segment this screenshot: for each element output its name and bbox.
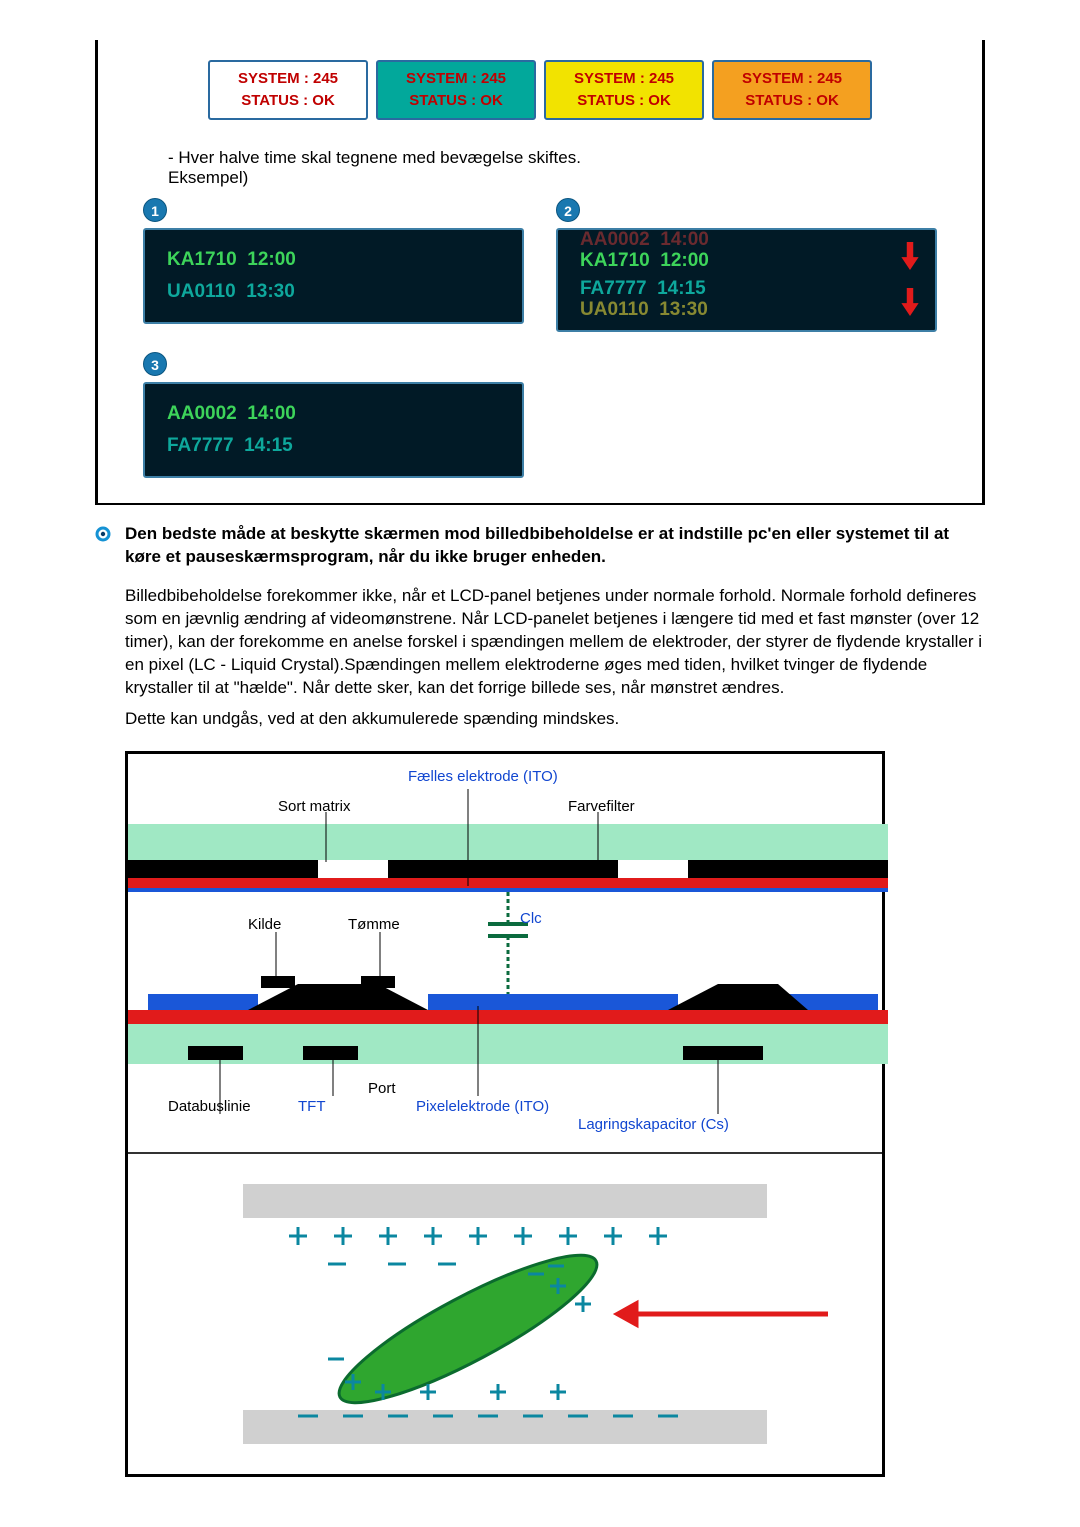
status-line: STATUS : OK	[386, 90, 526, 112]
lcd-svg	[128, 754, 888, 1154]
paragraph-1: Billedbibeholdelse forekommer ikke, når …	[125, 585, 985, 700]
scroll-down-icon	[899, 288, 921, 316]
example-caption: - Hver halve time skal tegnene med bevæg…	[168, 148, 937, 188]
bullet-text: Den bedste måde at beskytte skærmen mod …	[125, 523, 985, 569]
status-line: SYSTEM : 245	[554, 68, 694, 90]
label-data-bus: Databuslinie	[168, 1098, 251, 1115]
label-common-electrode: Fælles elektrode (ITO)	[408, 768, 558, 785]
status-block-3: SYSTEM : 245 STATUS : OK	[544, 60, 704, 120]
status-line: SYSTEM : 245	[722, 68, 862, 90]
label-tft: TFT	[298, 1098, 326, 1115]
scroll-stack: AA0002 14:00 KA1710 12:00 FA7777 14:15 U…	[580, 228, 875, 330]
flight-line-cut: UA0110 13:30	[580, 296, 875, 324]
caption-line: Eksempel)	[168, 168, 937, 188]
example-1-panel: KA1710 12:00 UA0110 13:30	[143, 228, 524, 325]
badge-1: 1	[143, 198, 167, 222]
flight-line: UA0110 13:30	[167, 276, 500, 308]
diagram-container: Fælles elektrode (ITO) Sort matrix Farve…	[125, 751, 885, 1477]
top-examples-panel: SYSTEM : 245 STATUS : OK SYSTEM : 245 ST…	[95, 40, 985, 505]
flight-line-cut: AA0002 14:00	[580, 228, 875, 254]
status-block-2: SYSTEM : 245 STATUS : OK	[376, 60, 536, 120]
flight-line: FA7777 14:15	[167, 430, 500, 462]
status-line: STATUS : OK	[218, 90, 358, 112]
status-line: SYSTEM : 245	[386, 68, 526, 90]
badge-2: 2	[556, 198, 580, 222]
status-line: STATUS : OK	[554, 90, 694, 112]
bullet-icon	[95, 526, 111, 542]
label-drain: Tømme	[348, 916, 400, 933]
capacitor-svg	[128, 1154, 888, 1474]
example-3: 3 AA0002 14:00 FA7777 14:15	[143, 352, 524, 479]
status-line: SYSTEM : 245	[218, 68, 358, 90]
label-storage-cap: Lagringskapacitor (Cs)	[578, 1116, 729, 1133]
label-black-matrix: Sort matrix	[278, 798, 351, 815]
caption-line: - Hver halve time skal tegnene med bevæg…	[168, 148, 937, 168]
flight-line: AA0002 14:00	[167, 398, 500, 430]
examples-grid: 1 KA1710 12:00 UA0110 13:30 2 AA0002 14:…	[143, 198, 937, 479]
capacitor-diagram	[128, 1154, 882, 1474]
badge-3: 3	[143, 352, 167, 376]
status-row: SYSTEM : 245 STATUS : OK SYSTEM : 245 ST…	[143, 60, 937, 120]
lcd-cross-section-diagram: Fælles elektrode (ITO) Sort matrix Farve…	[128, 754, 882, 1154]
label-color-filter: Farvefilter	[568, 798, 635, 815]
label-source: Kilde	[248, 916, 281, 933]
label-clc: Clc	[520, 910, 542, 927]
label-pixel-electrode: Pixelelektrode (ITO)	[416, 1098, 549, 1115]
flight-line: KA1710 12:00	[167, 244, 500, 276]
example-3-panel: AA0002 14:00 FA7777 14:15	[143, 382, 524, 479]
status-block-4: SYSTEM : 245 STATUS : OK	[712, 60, 872, 120]
bullet-heading: Den bedste måde at beskytte skærmen mod …	[95, 523, 985, 569]
status-line: STATUS : OK	[722, 90, 862, 112]
example-1: 1 KA1710 12:00 UA0110 13:30	[143, 198, 524, 332]
example-2-panel: AA0002 14:00 KA1710 12:00 FA7777 14:15 U…	[556, 228, 937, 332]
example-2: 2 AA0002 14:00 KA1710 12:00 FA7777 14:15…	[556, 198, 937, 332]
paragraph-2: Dette kan undgås, ved at den akkumulered…	[125, 708, 985, 731]
label-gate: Port	[368, 1080, 396, 1097]
status-block-1: SYSTEM : 245 STATUS : OK	[208, 60, 368, 120]
scroll-down-icon	[899, 242, 921, 270]
